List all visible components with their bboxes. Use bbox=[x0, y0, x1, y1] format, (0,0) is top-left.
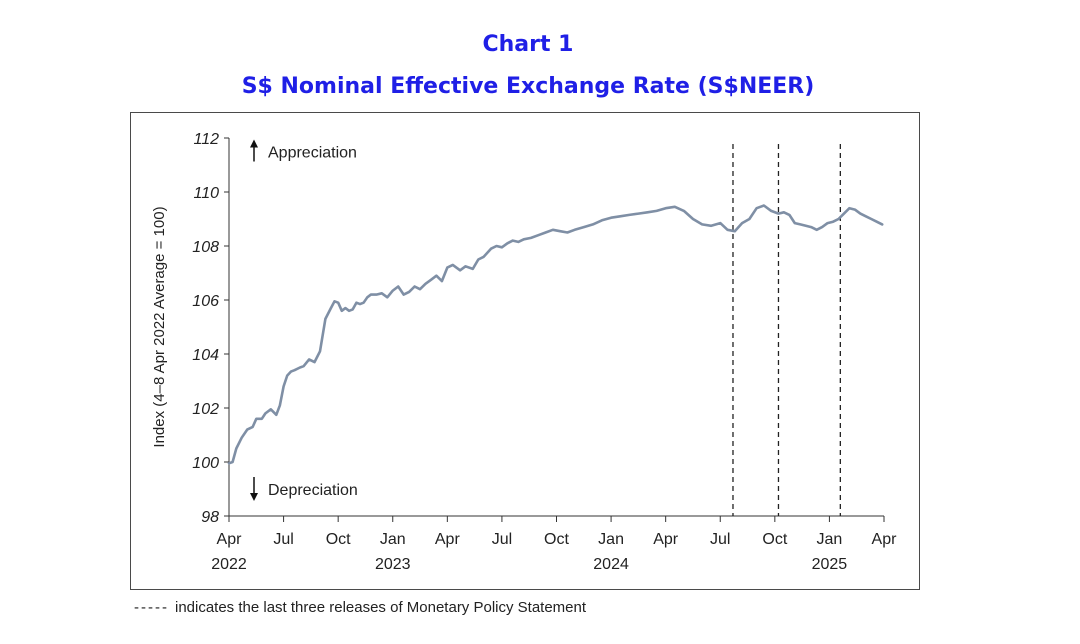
x-tick-label: Apr bbox=[435, 531, 461, 548]
x-tick-label: Apr bbox=[653, 531, 679, 548]
y-tick-label: 102 bbox=[192, 401, 219, 418]
x-tick-label: Jul bbox=[273, 531, 293, 548]
x-tick-label: Oct bbox=[762, 531, 787, 548]
x-tick-label: Jul bbox=[710, 531, 730, 548]
y-tick-label: 106 bbox=[192, 293, 219, 310]
x-year-label: 2022 bbox=[211, 556, 247, 573]
footnote: ----- indicates the last three releases o… bbox=[134, 599, 586, 616]
y-tick-label: 108 bbox=[192, 239, 219, 256]
up-arrow-head-icon bbox=[250, 139, 258, 148]
appreciation-label: Appreciation bbox=[268, 145, 357, 162]
x-tick-label: Jan bbox=[598, 531, 624, 548]
down-arrow-head-icon bbox=[250, 493, 258, 501]
x-tick-label: Apr bbox=[872, 531, 898, 548]
footnote-text: indicates the last three releases of Mon… bbox=[174, 599, 587, 616]
y-tick-label: 110 bbox=[193, 185, 219, 202]
footnote-marker: ----- bbox=[134, 599, 169, 616]
chart-title: Chart 1 bbox=[482, 32, 574, 57]
x-year-label: 2023 bbox=[375, 556, 411, 573]
x-tick-label: Apr bbox=[217, 531, 243, 548]
y-tick-label: 112 bbox=[193, 131, 219, 148]
x-year-label: 2025 bbox=[812, 556, 848, 573]
y-tick-label: 98 bbox=[201, 509, 219, 526]
x-tick-label: Jan bbox=[817, 531, 843, 548]
x-tick-label: Oct bbox=[544, 531, 569, 548]
y-axis-label: Index (4–8 Apr 2022 Average = 100) bbox=[151, 206, 168, 447]
x-tick-label: Jan bbox=[380, 531, 406, 548]
x-year-label: 2024 bbox=[593, 556, 629, 573]
depreciation-label: Depreciation bbox=[268, 482, 358, 499]
y-tick-label: 100 bbox=[192, 455, 219, 472]
series-line-sneer bbox=[227, 204, 884, 465]
y-tick-label: 104 bbox=[192, 347, 219, 364]
chart-subtitle: S$ Nominal Effective Exchange Rate (S$NE… bbox=[241, 74, 815, 99]
chart-frame bbox=[130, 112, 920, 590]
x-tick-label: Jul bbox=[492, 531, 512, 548]
x-tick-label: Oct bbox=[326, 531, 351, 548]
